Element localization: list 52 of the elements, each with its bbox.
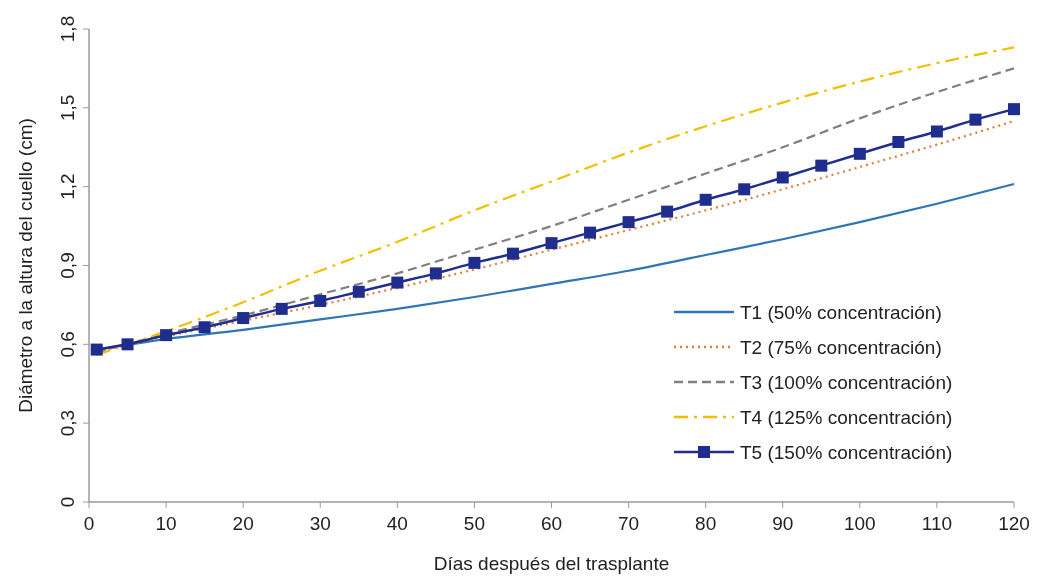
x-tick-label: 50 [463, 513, 485, 534]
x-tick-label: 0 [83, 513, 95, 534]
point [584, 226, 597, 239]
point [506, 247, 519, 260]
point [815, 159, 828, 172]
y-tick-label: 1,2 [56, 173, 78, 200]
y-axis-title: Diámetro a la altura del cuello (cm) [15, 118, 36, 413]
x-tick-label: 120 [998, 513, 1030, 534]
point [468, 256, 481, 269]
x-tick-label: 100 [843, 513, 876, 534]
legend-label: T2 (75% concentración) [740, 336, 942, 358]
x-tick-label: 60 [540, 513, 563, 534]
x-axis-title: Días después del trasplante [433, 553, 670, 574]
point [738, 183, 751, 196]
y-tick-label: 0,6 [56, 331, 78, 358]
point [853, 147, 866, 160]
point [391, 276, 404, 289]
x-tick-label: 30 [309, 513, 331, 534]
y-tick-label: 0 [56, 496, 78, 508]
legend-label: T4 (125% concentración) [740, 406, 953, 428]
x-tick-label: 90 [772, 513, 794, 534]
x-tick-label: 10 [155, 513, 177, 534]
point [160, 329, 173, 342]
legend-label: T1 (50% concentración) [740, 301, 942, 323]
point [892, 135, 905, 148]
point [121, 338, 134, 351]
point [969, 113, 982, 126]
point [776, 171, 789, 184]
legend-label: T5 (150% concentración) [740, 441, 953, 463]
point [198, 321, 211, 334]
x-tick-label: 80 [695, 513, 717, 534]
y-tick-label: 1,5 [56, 94, 78, 122]
legend-label: T3 (100% concentración) [740, 371, 953, 393]
point [275, 302, 288, 315]
y-tick-label: 0,9 [56, 252, 78, 279]
x-tick-label: 20 [232, 513, 254, 534]
point [545, 237, 558, 250]
x-tick-label: 70 [618, 513, 640, 534]
point [622, 216, 635, 229]
point [930, 125, 943, 138]
y-tick-label: 0,3 [56, 409, 78, 437]
point [661, 205, 674, 218]
point [699, 193, 712, 206]
point [90, 343, 103, 356]
point [237, 312, 250, 325]
point [314, 294, 327, 307]
x-tick-label: 110 [921, 513, 953, 534]
point [429, 267, 442, 280]
y-tick-label: 1,8 [56, 15, 78, 43]
point [352, 285, 365, 298]
point [1008, 103, 1020, 116]
x-tick-label: 40 [386, 513, 408, 534]
